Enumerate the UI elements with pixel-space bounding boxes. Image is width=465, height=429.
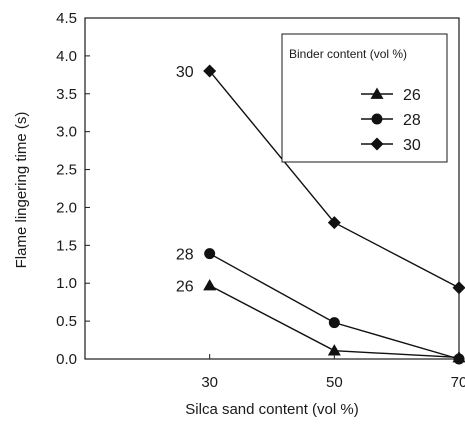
y-tick-label: 1.0 xyxy=(56,275,77,292)
x-axis-ticks: 30 50 70 xyxy=(201,354,465,391)
legend-box xyxy=(281,33,448,163)
annotation-layer: 30 28 26 xyxy=(176,64,194,295)
y-axis-ticks: 0.0 0.5 1.0 1.5 2.0 2.5 3.0 3.5 4.0 4.5 xyxy=(56,10,90,368)
y-tick-label: 4.0 xyxy=(56,48,77,65)
y-tick-label: 0.0 xyxy=(56,351,77,368)
y-tick-label: 4.5 xyxy=(56,10,77,27)
data-point-28-30 xyxy=(204,248,216,260)
data-point-26-50 xyxy=(327,344,341,356)
data-point-28-70 xyxy=(453,353,465,365)
x-tick-label: 50 xyxy=(326,374,343,391)
x-axis-title: Silca sand content (vol %) xyxy=(185,401,358,418)
legend: Binder content (vol %) 26 28 30 xyxy=(281,33,448,163)
plot-frame xyxy=(84,17,460,360)
legend-label: 30 xyxy=(403,137,421,154)
legend-title: Binder content (vol %) xyxy=(289,47,407,61)
annotation-label: 28 xyxy=(176,247,194,264)
data-point-30-30 xyxy=(203,64,217,78)
legend-marker-30 xyxy=(370,137,384,151)
legend-label: 26 xyxy=(403,87,421,104)
legend-marker-28 xyxy=(371,113,383,125)
legend-marker-26 xyxy=(370,87,384,99)
legend-entries: 26 28 30 xyxy=(361,87,421,154)
y-tick-label: 2.5 xyxy=(56,162,77,179)
y-tick-label: 1.5 xyxy=(56,237,77,254)
y-tick-label: 0.5 xyxy=(56,313,77,330)
x-tick-label: 30 xyxy=(201,374,218,391)
y-axis-title: Flame lingering time (s) xyxy=(13,112,30,269)
series-line-28 xyxy=(209,253,460,360)
data-point-30-70 xyxy=(452,281,465,295)
y-tick-label: 3.5 xyxy=(56,86,77,103)
data-point-28-50 xyxy=(328,317,340,329)
annotation-label: 30 xyxy=(176,64,194,81)
y-tick-label: 2.0 xyxy=(56,199,77,216)
x-tick-label: 70 xyxy=(451,374,465,391)
data-point-26-30 xyxy=(203,278,217,291)
y-tick-label: 3.0 xyxy=(56,124,77,141)
series-layer xyxy=(203,64,465,365)
annotation-label: 26 xyxy=(176,278,194,295)
legend-label: 28 xyxy=(403,112,421,129)
data-point-30-50 xyxy=(327,216,341,230)
